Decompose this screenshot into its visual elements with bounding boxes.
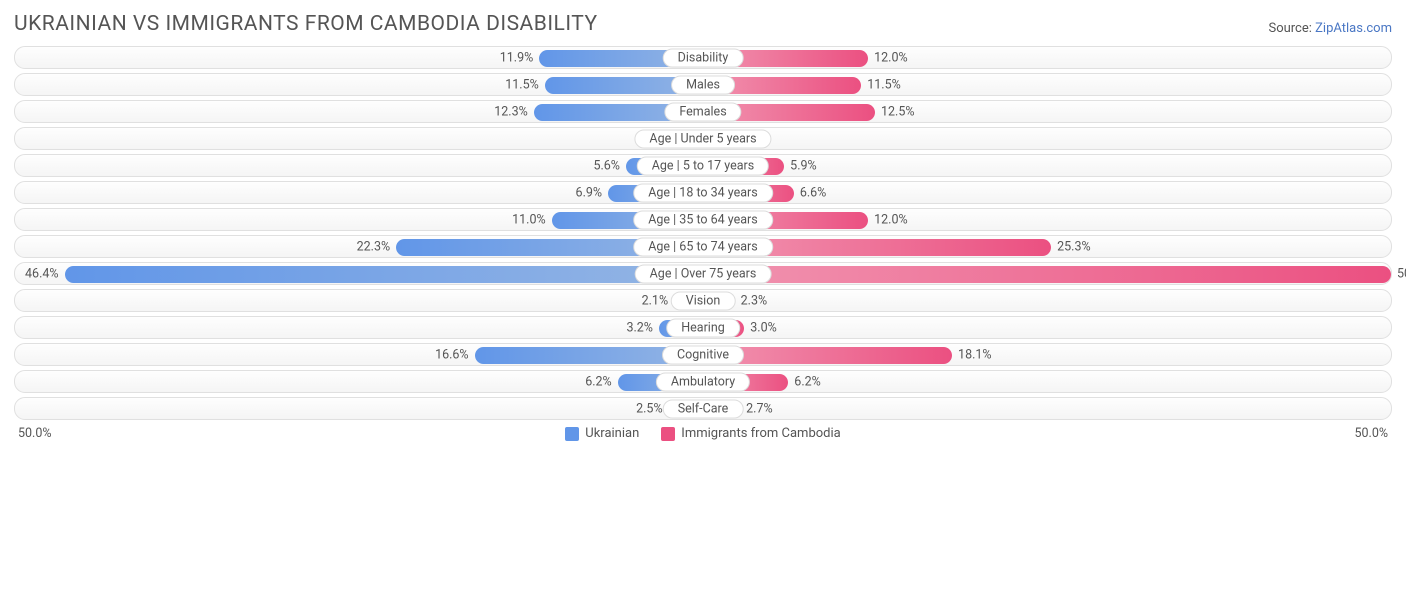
chart-title: UKRAINIAN VS IMMIGRANTS FROM CAMBODIA DI…	[14, 12, 598, 36]
category-pill: Age | 65 to 74 years	[633, 237, 773, 256]
diverging-bar-chart: 11.9% 12.0% Disability 11.5% 11.5% Males 12.3%…	[14, 46, 1392, 420]
bar-right	[703, 266, 1391, 283]
value-label-left: 12.3%	[494, 104, 528, 119]
category-pill: Age | 18 to 34 years	[633, 183, 773, 202]
value-label-left: 22.3%	[357, 239, 391, 254]
category-pill: Age | 5 to 17 years	[637, 156, 769, 175]
source-prefix: Source:	[1268, 21, 1315, 36]
row-track: 1.3%1.2%Age | Under 5 years	[14, 127, 1392, 150]
chart-row: 6.2% 6.2% Ambulatory	[14, 370, 1392, 393]
legend-swatch-right	[661, 427, 675, 441]
value-label-left: 46.4%	[25, 266, 59, 281]
row-track: 6.2% 6.2% Ambulatory	[14, 370, 1392, 393]
category-pill: Age | Under 5 years	[634, 129, 771, 148]
row-track: 3.2% 3.0% Hearing	[14, 316, 1392, 339]
value-label-right: 12.5%	[881, 104, 915, 119]
value-label-left: 3.2%	[626, 320, 653, 335]
legend-item-right: Immigrants from Cambodia	[661, 426, 840, 441]
chart-row: 1.3%1.2%Age | Under 5 years	[14, 127, 1392, 150]
value-label-right: 2.3%	[741, 293, 768, 308]
value-label-right: 3.0%	[750, 320, 777, 335]
legend-item-left: Ukrainian	[565, 426, 639, 441]
row-track: 22.3% 25.3% Age | 65 to 74 years	[14, 235, 1392, 258]
row-track: 16.6% 18.1% Cognitive	[14, 343, 1392, 366]
row-track: 2.5% 2.7%Self-Care	[14, 397, 1392, 420]
axis-max-left: 50.0%	[18, 426, 52, 441]
value-label-left: 5.6%	[593, 158, 620, 173]
legend-swatch-left	[565, 427, 579, 441]
value-label-left: 2.1%	[642, 293, 669, 308]
bar-left	[65, 266, 703, 283]
value-label-right: 12.0%	[874, 50, 908, 65]
chart-row: 12.3% 12.5% Females	[14, 100, 1392, 123]
chart-row: 6.9% 6.6% Age | 18 to 34 years	[14, 181, 1392, 204]
value-label-left: 6.9%	[576, 185, 603, 200]
row-track: 46.4%50.0%Age | Over 75 years	[14, 262, 1392, 285]
category-pill: Hearing	[666, 318, 740, 337]
value-label-left: 11.0%	[512, 212, 546, 227]
source-link[interactable]: ZipAtlas.com	[1315, 21, 1392, 36]
value-label-right: 6.6%	[800, 185, 827, 200]
chart-row: 5.6% 5.9% Age | 5 to 17 years	[14, 154, 1392, 177]
chart-row: 3.2% 3.0% Hearing	[14, 316, 1392, 339]
value-label-left: 16.6%	[435, 347, 469, 362]
value-label-right: 25.3%	[1057, 239, 1091, 254]
category-pill: Age | 35 to 64 years	[633, 210, 773, 229]
value-label-right: 12.0%	[874, 212, 908, 227]
legend-label-left: Ukrainian	[585, 426, 639, 441]
chart-row: 22.3% 25.3% Age | 65 to 74 years	[14, 235, 1392, 258]
chart-row: 46.4%50.0%Age | Over 75 years	[14, 262, 1392, 285]
row-track: 12.3% 12.5% Females	[14, 100, 1392, 123]
category-pill: Ambulatory	[656, 372, 750, 391]
row-track: 5.6% 5.9% Age | 5 to 17 years	[14, 154, 1392, 177]
chart-footer: 50.0% Ukrainian Immigrants from Cambodia…	[14, 426, 1392, 441]
value-label-right: 2.7%	[746, 401, 773, 416]
chart-row: 11.9% 12.0% Disability	[14, 46, 1392, 69]
category-pill: Vision	[671, 291, 736, 310]
value-label-right: 11.5%	[867, 77, 901, 92]
category-pill: Cognitive	[662, 345, 744, 364]
legend-label-right: Immigrants from Cambodia	[681, 426, 840, 441]
row-track: 11.9% 12.0% Disability	[14, 46, 1392, 69]
value-label-right: 50.0%	[1397, 266, 1406, 281]
chart-row: 16.6% 18.1% Cognitive	[14, 343, 1392, 366]
chart-row: 11.5% 11.5% Males	[14, 73, 1392, 96]
value-label-left: 2.5%	[636, 401, 663, 416]
category-pill: Self-Care	[663, 399, 744, 418]
row-track: 11.0% 12.0% Age | 35 to 64 years	[14, 208, 1392, 231]
value-label-left: 11.5%	[505, 77, 539, 92]
chart-row: 11.0% 12.0% Age | 35 to 64 years	[14, 208, 1392, 231]
value-label-left: 6.2%	[585, 374, 612, 389]
row-track: 2.1% 2.3% Vision	[14, 289, 1392, 312]
chart-row: 2.5% 2.7%Self-Care	[14, 397, 1392, 420]
row-track: 11.5% 11.5% Males	[14, 73, 1392, 96]
chart-source: Source: ZipAtlas.com	[1268, 21, 1392, 36]
category-pill: Males	[671, 75, 735, 94]
axis-max-right: 50.0%	[1354, 426, 1388, 441]
category-pill: Females	[664, 102, 741, 121]
value-label-right: 5.9%	[790, 158, 817, 173]
value-label-left: 11.9%	[500, 50, 534, 65]
category-pill: Age | Over 75 years	[635, 264, 772, 283]
chart-header: UKRAINIAN VS IMMIGRANTS FROM CAMBODIA DI…	[14, 12, 1392, 36]
row-track: 6.9% 6.6% Age | 18 to 34 years	[14, 181, 1392, 204]
chart-row: 2.1% 2.3% Vision	[14, 289, 1392, 312]
category-pill: Disability	[663, 48, 744, 67]
value-label-right: 6.2%	[794, 374, 821, 389]
value-label-right: 18.1%	[958, 347, 992, 362]
